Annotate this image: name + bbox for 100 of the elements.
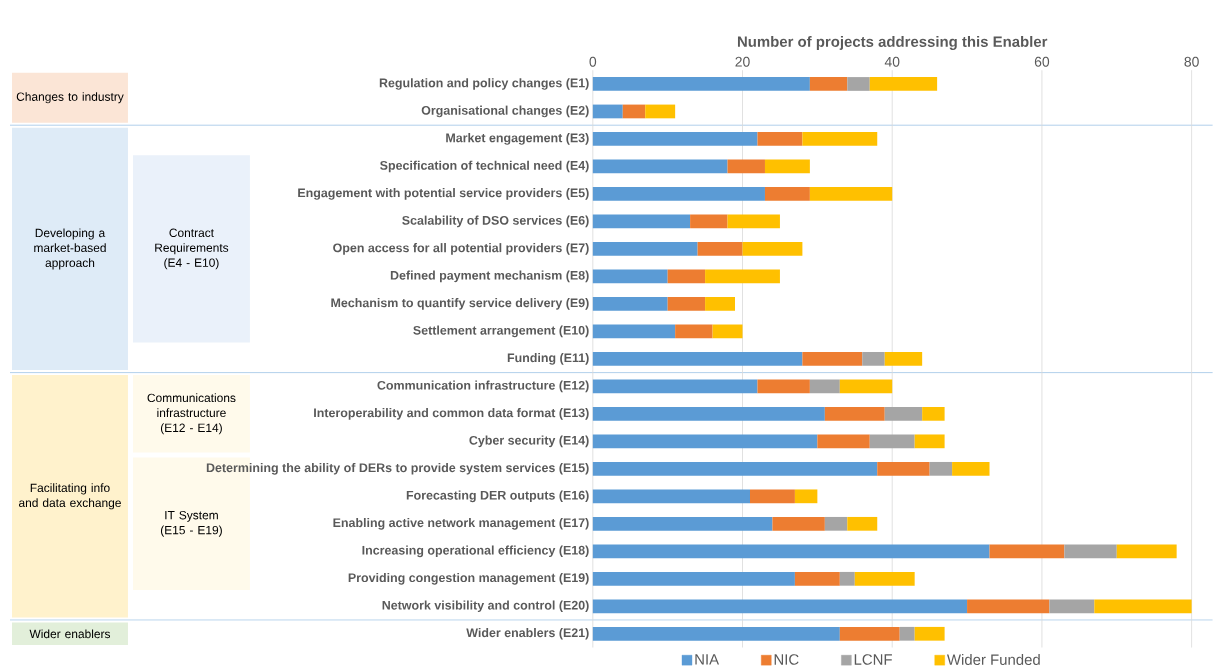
legend-label: NIC	[774, 654, 799, 665]
y-tick-label: Market engagement (E3)	[446, 133, 589, 145]
legend-label: Wider Funded	[946, 654, 1040, 666]
bar	[592, 77, 810, 91]
text: Changes to industry	[16, 92, 124, 104]
text: Contract Requirements (E4 - E10)	[155, 228, 229, 270]
bar	[1116, 544, 1177, 559]
y-tick-label: Open access for all potential providers (E7)	[333, 243, 589, 255]
bar	[772, 517, 825, 531]
bar	[794, 572, 840, 586]
text: Developing a market-based approach	[34, 228, 106, 270]
bar	[645, 104, 676, 119]
bar	[922, 407, 945, 421]
bar	[1049, 599, 1095, 614]
bar	[854, 572, 915, 586]
x-tick-label: 20	[735, 56, 750, 67]
bar	[877, 462, 930, 476]
legend-label: LCNF	[854, 654, 892, 665]
bar	[592, 104, 623, 119]
bar	[592, 627, 840, 641]
bar	[1064, 544, 1117, 559]
bar	[592, 407, 825, 421]
bar	[667, 269, 706, 284]
x-tick-label: 60	[1034, 56, 1050, 67]
bar	[592, 379, 758, 394]
bar	[742, 242, 803, 256]
bar	[667, 297, 706, 311]
y-tick-label: Funding (E11)	[507, 353, 589, 365]
y-tick-label: Cyber security (E14)	[469, 435, 589, 448]
bar	[592, 544, 990, 559]
x-tick-label: 40	[884, 56, 900, 67]
y-tick-label: Mechanism to quantify service delivery (E9)	[331, 298, 589, 310]
bar	[592, 269, 668, 284]
bar	[794, 489, 818, 504]
bar	[592, 132, 758, 146]
bar	[690, 214, 728, 229]
bar	[847, 77, 870, 91]
y-tick-label: Determining the ability of DERs to provide system services (E15)	[206, 463, 589, 475]
bar	[884, 407, 923, 421]
bar	[802, 352, 863, 366]
bar	[592, 242, 698, 256]
bar	[989, 544, 1065, 559]
bar	[817, 434, 870, 449]
bar	[764, 159, 810, 174]
bar	[592, 159, 728, 174]
bar	[809, 379, 840, 394]
bar	[727, 159, 765, 174]
y-tick-label: Network visibility and control (E20)	[382, 600, 589, 613]
y-tick-label: Enabling active network management (E17)	[333, 518, 589, 530]
x-tick-label: 80	[1184, 56, 1199, 67]
bar	[592, 489, 750, 504]
bar	[697, 242, 743, 256]
y-tick-label: Forecasting DER outputs (E16)	[406, 490, 589, 503]
bar	[824, 517, 848, 531]
x-tick-label: 0	[589, 56, 597, 67]
bar	[592, 324, 676, 339]
y-tick-label: Defined payment mechanism (E8)	[390, 270, 589, 283]
bar	[727, 214, 780, 229]
y-tick-label: Regulation and policy changes (E1)	[379, 78, 589, 90]
bar	[622, 104, 646, 119]
bar	[862, 352, 885, 366]
text: Communications infrastructure (E12 - E14)	[147, 393, 236, 435]
bar	[712, 324, 743, 339]
bar	[757, 132, 803, 146]
y-tick-label: Wider enablers (E21)	[466, 628, 589, 640]
y-tick-label: Settlement arrangement (E10)	[413, 325, 589, 338]
bar	[914, 434, 945, 449]
bar	[802, 132, 878, 146]
bar	[592, 517, 773, 531]
bar	[869, 434, 915, 449]
bar	[847, 517, 878, 531]
bar	[824, 407, 885, 421]
y-tick-label: Increasing operational efficiency (E18)	[362, 545, 589, 558]
bar	[952, 462, 990, 476]
bar	[809, 77, 848, 91]
bar	[967, 599, 1050, 614]
bar	[592, 297, 668, 311]
bar	[592, 434, 818, 449]
text: Facilitating info and data exchange	[18, 483, 121, 510]
y-tick-label: Organisational changes (E2)	[421, 105, 589, 118]
bar	[592, 214, 691, 229]
bar	[809, 187, 893, 201]
bar	[592, 462, 878, 476]
bar	[675, 324, 713, 339]
bar	[914, 627, 945, 641]
bar	[839, 627, 900, 641]
bar	[705, 297, 736, 311]
bar	[757, 379, 810, 394]
bar	[592, 599, 968, 614]
bar	[592, 187, 765, 201]
bar	[705, 269, 780, 284]
y-tick-label: Interoperability and common data format (E13)	[314, 408, 589, 420]
bar	[899, 627, 915, 641]
text: IT System (E15 - E19)	[160, 511, 222, 537]
legend-label: NIA	[695, 654, 720, 665]
x-axis-title: Number of projects addressing this Enabler	[737, 36, 1048, 51]
y-tick-label: Engagement with potential service providers (E5)	[298, 188, 589, 200]
y-tick-label: Specification of technical need (E4)	[380, 160, 589, 173]
bar	[839, 572, 855, 586]
bar	[750, 489, 795, 504]
